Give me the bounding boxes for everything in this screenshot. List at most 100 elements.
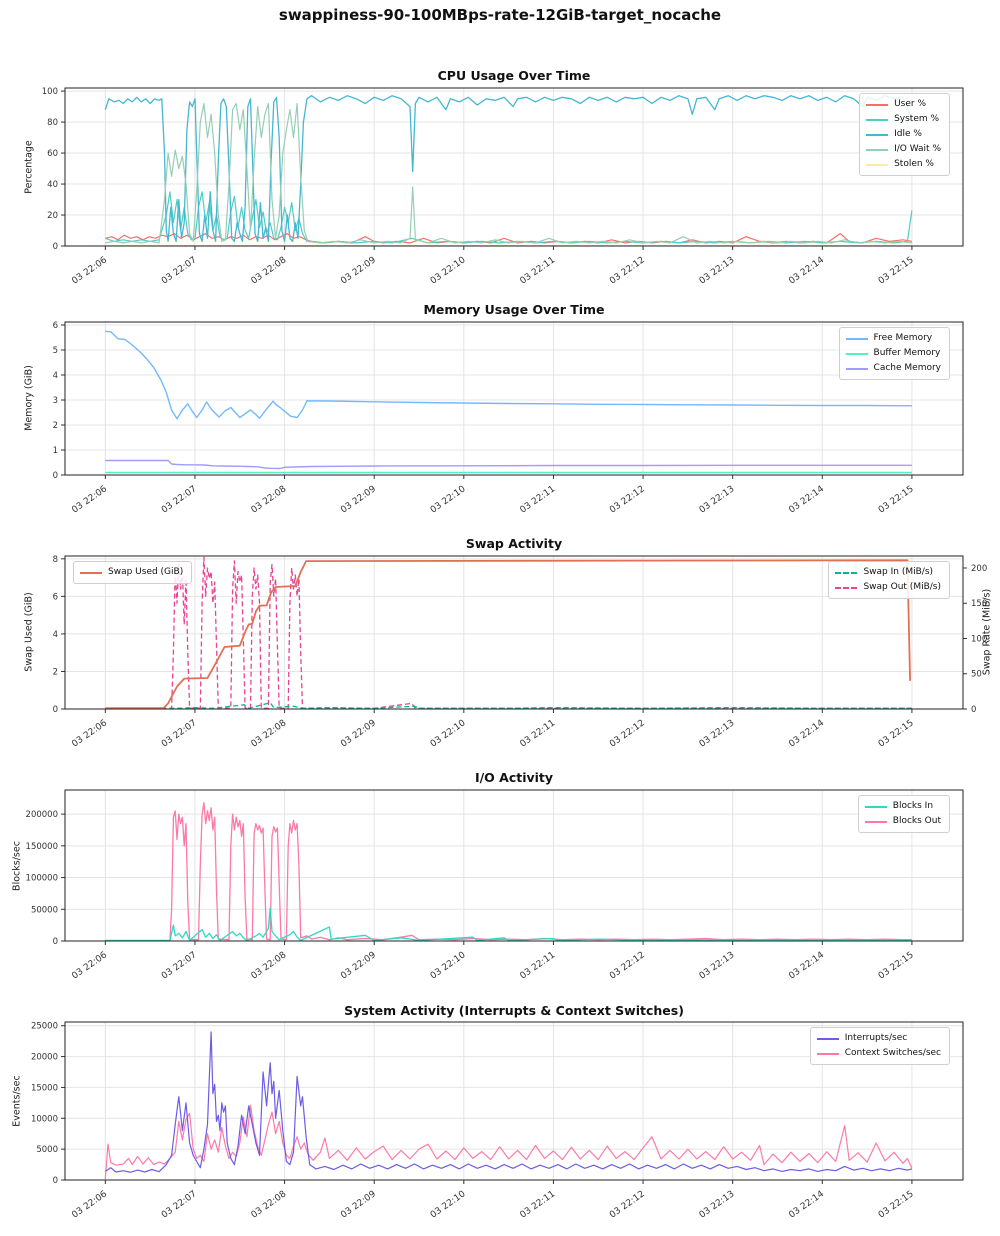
ytick-label: 20000 bbox=[31, 1053, 58, 1063]
xtick-label: 03 22:11 bbox=[518, 484, 557, 515]
xtick-label: 03 22:07 bbox=[160, 1189, 199, 1220]
ytick-label: 1 bbox=[53, 446, 58, 456]
xtick-label: 03 22:08 bbox=[250, 718, 289, 749]
series-Swap Used (GiB) bbox=[105, 559, 911, 710]
ytick-label: 2 bbox=[53, 421, 58, 431]
series-Cache Memory bbox=[105, 459, 912, 470]
legend-swap-1: Swap In (MiB/s) Swap Out (MiB/s) bbox=[828, 561, 950, 599]
legend-swatch-icon bbox=[866, 133, 889, 136]
legend-swatch-icon bbox=[866, 103, 889, 106]
ytick-label: 6 bbox=[53, 592, 58, 602]
xtick-label: 03 22:13 bbox=[698, 255, 737, 286]
legend-swatch-icon bbox=[80, 571, 102, 574]
xtick-label: 03 22:13 bbox=[698, 950, 737, 981]
chart-title-cpu: CPU Usage Over Time bbox=[437, 68, 591, 83]
xtick-label: 03 22:14 bbox=[787, 1189, 826, 1220]
ytick-label: 60 bbox=[47, 149, 58, 159]
legend-item: User % bbox=[866, 97, 941, 112]
legend-swatch-icon bbox=[845, 337, 868, 340]
legend-swatch-icon bbox=[845, 352, 868, 355]
xtick-label: 03 22:09 bbox=[339, 255, 378, 286]
ytick-label: 4 bbox=[53, 371, 58, 381]
xtick-label: 03 22:07 bbox=[160, 950, 199, 981]
legend-label: Buffer Memory bbox=[873, 348, 941, 358]
series-group bbox=[104, 95, 913, 247]
legend-label: User % bbox=[894, 99, 927, 109]
legend-label: Blocks Out bbox=[892, 816, 941, 826]
swap-plot: 0 2 4 6 8 03 22:06 03 22:07 03 22:08 03 22:09 03 … bbox=[53, 555, 988, 750]
legend-swatch-icon bbox=[835, 571, 858, 574]
legend-mem-0: Free Memory Buffer Memory Cache Memory bbox=[838, 327, 950, 380]
xtick-label: 03 22:12 bbox=[608, 718, 647, 749]
series-Context Switches/sec bbox=[104, 1104, 913, 1180]
legend-swatch-icon bbox=[835, 586, 858, 589]
ytick-label: 2 bbox=[53, 667, 58, 677]
ytick-right-label: 200 bbox=[971, 564, 987, 574]
memory-plot: 0 1 2 3 4 5 6 03 22:06 03 22:07 03 22:08 03 22:09 0… bbox=[53, 321, 964, 516]
xtick-label: 03 22:08 bbox=[250, 1189, 289, 1220]
xtick-label: 03 22:13 bbox=[698, 484, 737, 515]
legend-label: I/O Wait % bbox=[894, 144, 941, 154]
legend-label: Blocks In bbox=[892, 801, 934, 811]
legend-item: Idle % bbox=[866, 127, 941, 142]
system-plot: 0 5000 10000 15000 20000 25000 03 22:06 03 22:0… bbox=[31, 1021, 964, 1221]
legend-label: Free Memory bbox=[873, 333, 933, 343]
xtick-label: 03 22:06 bbox=[70, 255, 109, 286]
ytick-label: 100000 bbox=[26, 874, 58, 884]
series-Interrupts/sec bbox=[104, 1031, 913, 1173]
ytick-label: 200000 bbox=[26, 810, 58, 820]
plot-frame bbox=[64, 321, 964, 476]
legend-label: Swap Out (MiB/s) bbox=[863, 582, 941, 592]
ytick-label: 10000 bbox=[31, 1114, 58, 1124]
ytick-right-label: 0 bbox=[971, 705, 976, 715]
chart-title-memory: Memory Usage Over Time bbox=[423, 302, 605, 317]
xtick-label: 03 22:12 bbox=[608, 484, 647, 515]
ytick-label: 25000 bbox=[31, 1022, 58, 1032]
series-group bbox=[104, 1031, 913, 1180]
xtick-label: 03 22:14 bbox=[787, 718, 826, 749]
page-title: swappiness-90-100MBps-rate-12GiB-target_… bbox=[278, 6, 722, 24]
series-Blocks In bbox=[105, 907, 912, 942]
xtick-label: 03 22:12 bbox=[608, 255, 647, 286]
xtick-label: 03 22:10 bbox=[429, 484, 468, 515]
legend-item: Swap Used (GiB) bbox=[80, 565, 183, 580]
legend-label: Swap Used (GiB) bbox=[108, 567, 184, 577]
legend-item: Buffer Memory bbox=[845, 346, 941, 361]
series-group bbox=[105, 802, 912, 942]
xtick-label: 03 22:11 bbox=[518, 950, 557, 981]
legend-swap-0: Swap Used (GiB) bbox=[73, 561, 193, 584]
xtick-label: 03 22:10 bbox=[429, 255, 468, 286]
xtick-label: 03 22:10 bbox=[429, 950, 468, 981]
xtick-label: 03 22:14 bbox=[787, 950, 826, 981]
xtick-label: 03 22:06 bbox=[70, 950, 109, 981]
xtick-label: 03 22:14 bbox=[787, 255, 826, 286]
legend-item: Blocks In bbox=[864, 799, 941, 814]
cpu-plot: 0 20 40 60 80 100 03 22:06 03 22:07 03 22:08 03 2… bbox=[42, 87, 964, 287]
legend-swatch-icon bbox=[866, 148, 889, 151]
xtick-label: 03 22:15 bbox=[877, 255, 916, 286]
ytick-label: 0 bbox=[53, 705, 58, 715]
legend-swatch-icon bbox=[816, 1037, 839, 1040]
legend-swatch-icon bbox=[864, 805, 887, 808]
legend-swatch-icon bbox=[866, 163, 889, 166]
ytick-label: 50000 bbox=[31, 905, 58, 915]
xtick-label: 03 22:08 bbox=[250, 255, 289, 286]
xtick-label: 03 22:09 bbox=[339, 718, 378, 749]
plot-frame bbox=[64, 1021, 964, 1181]
series-group bbox=[105, 556, 912, 710]
xtick-label: 03 22:07 bbox=[160, 718, 199, 749]
xtick-label: 03 22:08 bbox=[250, 950, 289, 981]
series-System % bbox=[105, 191, 913, 244]
series-group bbox=[105, 330, 912, 474]
ytick-label: 0 bbox=[53, 471, 58, 481]
plot-frame bbox=[64, 789, 964, 942]
xtick-label: 03 22:13 bbox=[698, 1189, 737, 1220]
legend-item: Context Switches/sec bbox=[816, 1046, 941, 1061]
ytick-label: 3 bbox=[53, 396, 58, 406]
io-plot: 0 50000 100000 150000 200000 03 22:06 03 22:07… bbox=[26, 789, 964, 982]
legend-item: Stolen % bbox=[866, 157, 941, 172]
xtick-label: 03 22:06 bbox=[70, 1189, 109, 1220]
xtick-label: 03 22:15 bbox=[877, 1189, 916, 1220]
xtick-label: 03 22:10 bbox=[429, 718, 468, 749]
xtick-label: 03 22:10 bbox=[429, 1189, 468, 1220]
